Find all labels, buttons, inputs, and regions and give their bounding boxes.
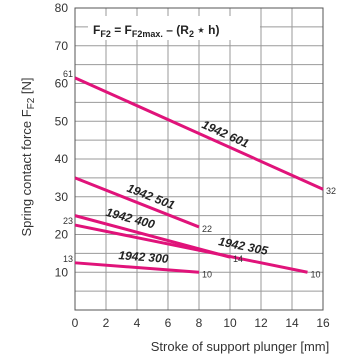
y-tick-label: 80 bbox=[55, 1, 69, 15]
start-value-label: 23 bbox=[63, 216, 73, 226]
x-tick-label: 10 bbox=[223, 316, 237, 330]
x-tick-label: 0 bbox=[72, 316, 79, 330]
x-tick-label: 4 bbox=[134, 316, 141, 330]
y-tick-label: 60 bbox=[55, 77, 69, 91]
series-line bbox=[74, 223, 308, 274]
x-axis-title: Stroke of support plunger [mm] bbox=[151, 339, 329, 354]
y-tick-label: 50 bbox=[55, 114, 69, 128]
series-line bbox=[74, 76, 324, 191]
x-tick-label: 8 bbox=[196, 316, 203, 330]
x-tick-label: 12 bbox=[254, 316, 268, 330]
x-tick-label: 6 bbox=[165, 316, 172, 330]
x-tick-label: 16 bbox=[316, 316, 330, 330]
series-lines bbox=[74, 76, 324, 274]
y-tick-label: 10 bbox=[55, 265, 69, 279]
series-line bbox=[74, 176, 200, 229]
end-value-label: 10 bbox=[311, 269, 321, 279]
plot-frame bbox=[74, 7, 324, 311]
start-value-label: 61 bbox=[63, 69, 73, 79]
y-tick-label: 30 bbox=[55, 190, 69, 204]
x-tick-label: 2 bbox=[103, 316, 110, 330]
series-name-label: 1942 300 bbox=[118, 248, 169, 266]
formula: FF2 = FF2max. – (R2 ⋆ h) bbox=[93, 23, 219, 39]
series-line bbox=[74, 261, 200, 274]
series-name-label: 1942 400 bbox=[104, 205, 156, 232]
end-value-label: 14 bbox=[233, 254, 243, 264]
grid bbox=[75, 8, 323, 310]
y-axis-title: Spring contact force FF2 [N] bbox=[19, 77, 37, 236]
formula-box bbox=[88, 16, 260, 40]
end-value-label: 22 bbox=[202, 224, 212, 234]
x-tick-label: 14 bbox=[285, 316, 299, 330]
end-value-label: 10 bbox=[202, 269, 212, 279]
y-tick-label: 20 bbox=[55, 228, 69, 242]
start-value-label: 13 bbox=[63, 254, 73, 264]
y-tick-label: 40 bbox=[55, 152, 69, 166]
y-tick-label: 70 bbox=[55, 39, 69, 53]
end-value-label: 32 bbox=[326, 186, 336, 196]
tick-labels: 0 2 4 6 8 10 12 14 16 10 20 30 40 50 60 70 80 bbox=[55, 1, 330, 330]
